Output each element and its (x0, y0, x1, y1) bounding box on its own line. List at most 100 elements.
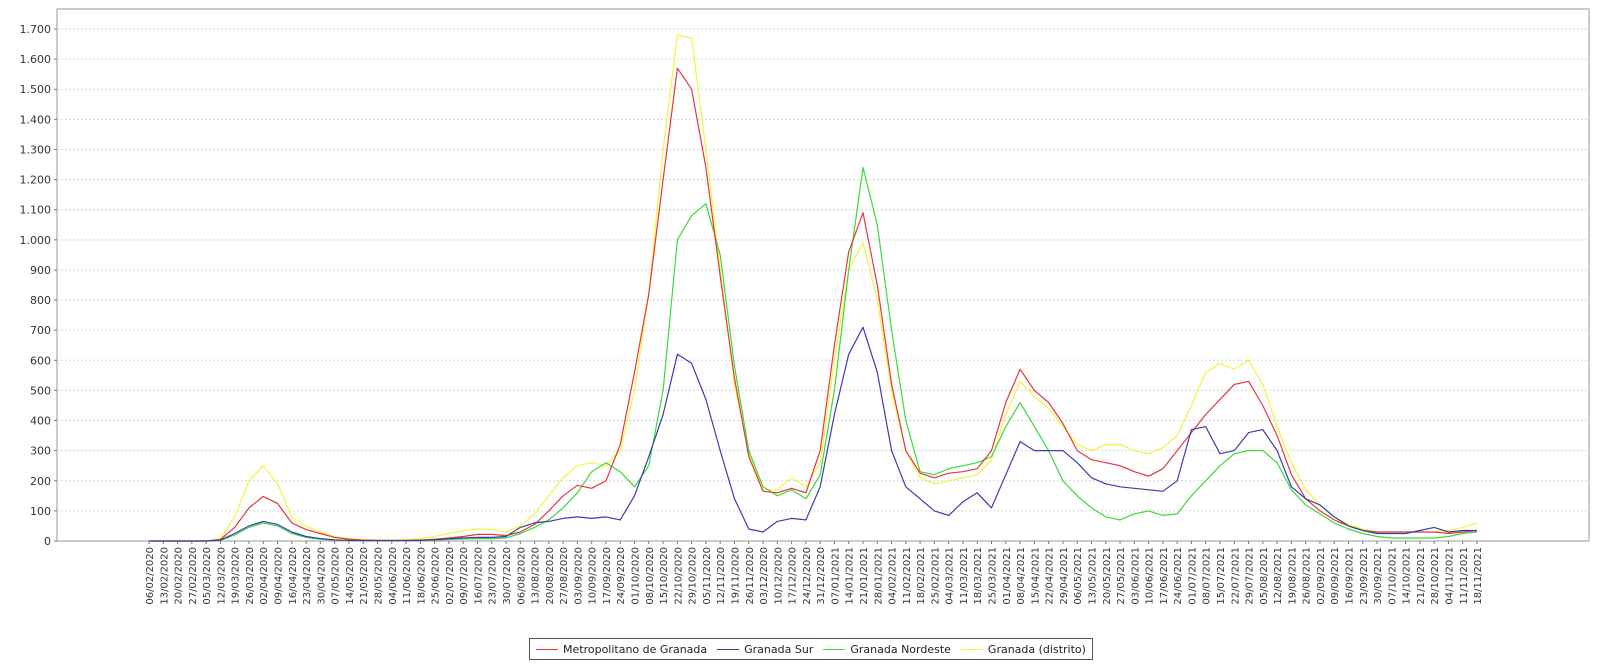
legend-item: Granada Sur (717, 643, 813, 656)
x-tick-label: 02/04/2020 (259, 547, 270, 605)
x-tick-label: 27/05/2021 (1116, 547, 1127, 605)
x-tick-label: 05/08/2021 (1259, 547, 1270, 605)
x-tick-label: 16/07/2020 (473, 547, 484, 605)
y-tick-label: 1.400 (20, 113, 52, 126)
x-tick-label: 11/11/2021 (1459, 547, 1470, 605)
x-tick-label: 09/04/2020 (274, 547, 285, 605)
x-tick-label: 05/03/2020 (202, 547, 213, 605)
x-tick-label: 13/02/2020 (159, 547, 170, 605)
legend-label: Granada (distrito) (987, 642, 1086, 656)
legend-swatch (717, 648, 740, 650)
y-tick-label: 1.000 (20, 234, 52, 247)
x-tick-label: 07/05/2020 (331, 547, 342, 605)
y-tick-label: 1.700 (20, 23, 52, 36)
x-tick-label: 19/03/2020 (231, 547, 242, 605)
x-tick-label: 22/10/2020 (673, 547, 684, 605)
x-axis: 06/02/2020 13/02/2020 20/02/2020 27/02/2020… (145, 541, 1484, 605)
x-tick-label: 01/10/2020 (631, 547, 642, 605)
x-tick-label: 29/07/2021 (1245, 547, 1256, 605)
x-tick-label: 25/02/2021 (930, 547, 941, 605)
y-tick-label: 700 (30, 324, 51, 337)
x-tick-label: 25/06/2020 (431, 547, 442, 605)
x-tick-label: 04/02/2021 (888, 547, 899, 605)
x-tick-label: 24/12/2020 (802, 547, 813, 605)
legend-label: Granada Nordeste (850, 642, 951, 656)
x-tick-label: 01/04/2021 (1002, 547, 1013, 605)
grid-lines (57, 28, 1589, 512)
x-tick-label: 26/11/2020 (745, 547, 756, 605)
x-tick-label: 19/08/2021 (1287, 547, 1298, 605)
x-tick-label: 08/07/2021 (1202, 547, 1213, 605)
y-tick-label: 1.600 (20, 53, 52, 66)
y-tick-label: 100 (30, 505, 51, 518)
x-tick-label: 11/03/2021 (959, 547, 970, 605)
x-tick-label: 15/07/2021 (1216, 547, 1227, 605)
legend-item: Metropolitano de Granada (536, 643, 707, 656)
x-tick-label: 21/05/2020 (359, 547, 370, 605)
x-tick-label: 14/10/2021 (1402, 547, 1413, 605)
x-tick-label: 18/03/2021 (973, 547, 984, 605)
x-tick-label: 16/09/2021 (1345, 547, 1356, 605)
x-tick-label: 07/10/2021 (1387, 547, 1398, 605)
x-tick-label: 06/05/2021 (1073, 547, 1084, 605)
x-tick-label: 18/06/2020 (416, 547, 427, 605)
x-tick-label: 12/03/2020 (216, 547, 227, 605)
x-tick-label: 01/07/2021 (1187, 547, 1198, 605)
x-tick-label: 16/04/2020 (288, 547, 299, 605)
x-tick-label: 15/04/2021 (1030, 547, 1041, 605)
x-tick-label: 20/05/2021 (1102, 547, 1113, 605)
x-tick-label: 09/09/2021 (1330, 547, 1341, 605)
x-tick-label: 23/04/2020 (302, 547, 313, 605)
x-tick-label: 31/12/2020 (816, 547, 827, 605)
x-tick-label: 13/05/2021 (1087, 547, 1098, 605)
x-tick-label: 17/06/2021 (1159, 547, 1170, 605)
x-tick-label: 04/03/2021 (945, 547, 956, 605)
legend-item: Granada (distrito) (960, 642, 1086, 656)
chart-legend: Metropolitano de Granada Granada Sur Grana… (529, 638, 1093, 660)
x-tick-label: 17/09/2020 (602, 547, 613, 605)
y-tick-label: 400 (30, 415, 51, 428)
x-tick-label: 24/06/2021 (1173, 547, 1184, 605)
x-tick-label: 12/11/2020 (716, 547, 727, 605)
x-tick-label: 23/07/2020 (488, 547, 499, 605)
y-tick-label: 800 (30, 294, 51, 307)
x-tick-label: 04/06/2020 (388, 547, 399, 605)
series-lines (149, 34, 1478, 542)
x-tick-label: 20/08/2020 (545, 547, 556, 605)
x-tick-label: 29/10/2020 (688, 547, 699, 605)
plot-area (56, 8, 1590, 542)
x-tick-label: 03/12/2020 (759, 547, 770, 605)
legend-swatch (536, 648, 558, 650)
x-tick-label: 10/06/2021 (1145, 547, 1156, 605)
y-tick-label: 300 (30, 445, 51, 458)
y-tick-label: 500 (30, 384, 51, 397)
x-tick-label: 09/07/2020 (459, 547, 470, 605)
x-tick-label: 27/02/2020 (188, 547, 199, 605)
x-tick-label: 04/11/2021 (1444, 547, 1455, 605)
x-tick-label: 02/07/2020 (445, 547, 456, 605)
x-tick-label: 07/01/2021 (830, 547, 841, 605)
x-tick-label: 03/09/2020 (573, 547, 584, 605)
y-tick-label: 0 (44, 535, 51, 548)
x-tick-label: 26/08/2021 (1302, 547, 1313, 605)
y-tick-label: 1.300 (20, 143, 52, 156)
x-tick-label: 20/02/2020 (174, 547, 185, 605)
x-tick-label: 27/08/2020 (559, 547, 570, 605)
x-tick-label: 28/01/2021 (873, 547, 884, 605)
x-tick-label: 11/06/2020 (402, 547, 413, 605)
x-tick-label: 08/04/2021 (1016, 547, 1027, 605)
x-tick-label: 13/08/2020 (531, 547, 542, 605)
x-tick-label: 11/02/2021 (902, 547, 913, 605)
y-tick-label: 1.200 (20, 174, 52, 187)
y-axis: 0 100 200 300 400 500 600 700 800 900 1.000 1.100 1.… (20, 23, 57, 548)
x-tick-label: 03/06/2021 (1130, 547, 1141, 605)
y-tick-label: 200 (30, 475, 51, 488)
x-tick-label: 10/12/2020 (773, 547, 784, 605)
x-tick-label: 05/11/2020 (702, 547, 713, 605)
x-tick-label: 30/09/2021 (1373, 547, 1384, 605)
x-tick-label: 22/04/2021 (1045, 547, 1056, 605)
x-tick-label: 17/12/2020 (788, 547, 799, 605)
series-line-1 (149, 326, 1477, 542)
